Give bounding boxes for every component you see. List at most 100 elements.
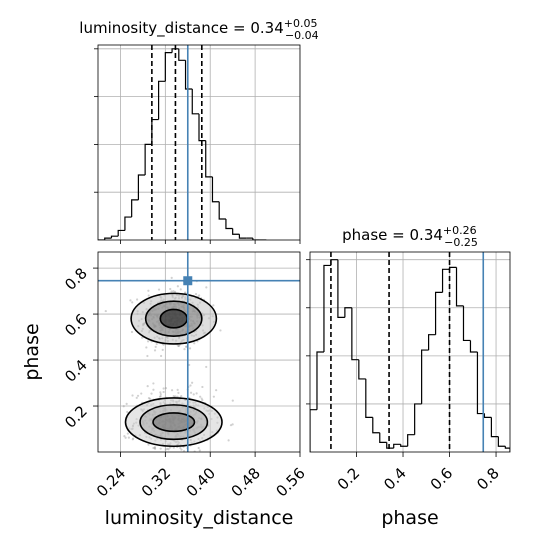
truth-marker [183,276,193,286]
hist-bin [124,216,132,231]
sample-point [159,447,162,450]
hist_phase-plot-area [310,252,510,452]
hist-bin [205,140,213,178]
sample-point [152,446,155,450]
panel-2d-density [97,251,301,453]
sample-point [153,447,157,450]
axes-frame [97,251,301,453]
sample-point [200,397,203,400]
sample-point [166,447,169,450]
contour-level-3 [152,412,196,433]
y-axis-label-phase: phase [21,323,43,380]
sample-point [150,392,153,395]
title-part-0: phase = 0.34 [342,226,443,244]
sample-point [126,410,129,414]
phase-xtick-label: 0.8 [473,464,503,494]
hist-bin [386,442,394,449]
sample-point [191,381,194,384]
sample-point [174,290,177,293]
contour-level-0 [159,308,189,329]
sample-point [161,348,164,351]
hist-bin [490,417,499,438]
x-axis-label-luminosity-distance: luminosity_distance [105,507,294,529]
sample-point [146,340,150,343]
sample-point [153,446,157,449]
sample-point [162,387,165,390]
hist-bin [178,48,186,61]
hist-bin [137,174,146,200]
sample-point [149,397,152,400]
hist-bin [428,334,436,351]
sample-point [184,345,188,348]
panel-hist-luminosity-distance: luminosity_distance = 0.34+0.05 −0.04 [79,17,319,241]
lumdist-xtick-label: 0.32 [138,464,174,500]
sample-point [122,405,125,408]
hist-bin [211,176,220,203]
sample-point [147,294,150,297]
title-part-1: +0.26 [443,224,477,237]
sample-point [195,392,198,395]
sample-point [170,276,173,279]
sample-point [154,345,157,348]
sample-point [198,449,201,452]
title-part-2: −0.25 [444,236,478,249]
hist-bin [351,307,359,361]
sample-point [147,289,150,292]
hist-bin [323,264,331,352]
title-part-0: luminosity_distance = 0.34 [79,19,283,38]
hist-bin [171,48,179,53]
sample-point [179,446,182,450]
sample-point [205,286,208,289]
hist-bin [483,413,492,418]
panel-title: luminosity_distance = 0.34+0.05 −0.04 [79,17,318,42]
hist-bin [110,235,119,239]
sample-point [131,394,134,397]
sample-point [194,293,198,296]
sample-point [146,385,149,388]
sample-point [155,342,158,346]
hist-bin [497,436,506,447]
sample-point [172,290,175,293]
phase-xtick-label: 0.6 [427,464,457,494]
sample-point [127,436,130,439]
hist-bin [198,113,206,142]
sample-point [132,437,135,440]
sample-point [177,344,180,348]
sample-point [205,365,208,369]
sample-point [140,392,143,395]
hist-bin [131,199,139,218]
sample-point [153,349,157,352]
sample-point [176,285,179,288]
panel-title: phase = 0.34+0.26 −0.25 [342,224,478,249]
hist-bin [337,259,345,318]
lumdist-xtick-label: 0.40 [183,464,219,500]
sample-point [135,396,138,399]
sample-point [197,446,200,450]
sample-point [215,389,218,392]
sample-point [159,393,162,396]
sample-point [188,363,191,367]
axes-frame [97,44,301,241]
sample-point [189,384,192,387]
hist-bin [344,307,352,318]
hist-bin [144,143,152,175]
sample-point [229,424,233,427]
title-part-2: −0.04 [285,29,319,42]
hist_luminosity_distance-plot-area [98,45,300,240]
hist-bin [184,60,193,90]
sample-point [183,348,186,351]
hist-bin [393,443,401,449]
hist-bin [455,267,464,307]
hist-bin [310,409,317,452]
sample-point [198,294,201,297]
sample-point [177,391,180,394]
hist-bin [400,444,408,447]
sample-point [152,388,155,391]
sample-point [126,432,129,435]
sample-point [184,291,187,294]
phase-ytick-label: 0.4 [61,356,91,386]
phase-xtick-label: 0.4 [380,464,410,494]
sample-point [129,299,132,302]
sample-point [123,435,126,438]
sample-point [177,344,180,348]
